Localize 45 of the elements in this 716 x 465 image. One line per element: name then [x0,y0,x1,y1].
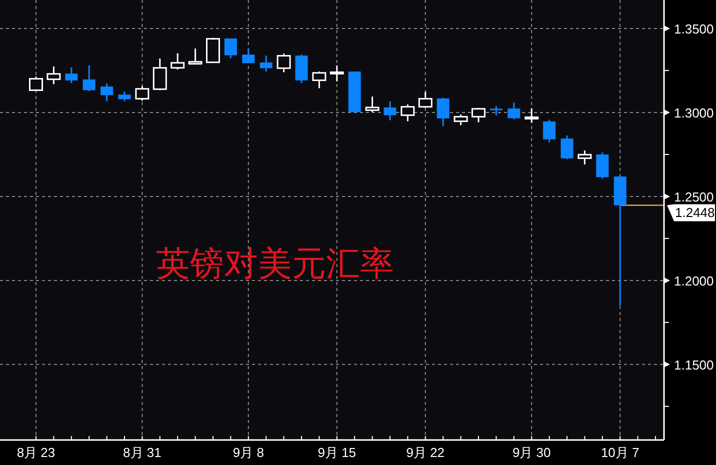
y-tick-label: 1.3000 [674,106,714,121]
candlestick [260,54,272,72]
x-tick-label: 8月 23 [16,445,56,460]
candlestick [170,52,185,70]
x-tick-label: 9月 15 [318,445,356,460]
candlestick [400,104,415,122]
candlestick [578,150,592,166]
candlestick [82,64,96,92]
x-tick-label: 9月 22 [406,445,445,460]
candlestick [312,70,326,89]
candlestick [29,76,43,91]
candlestick [118,90,131,102]
x-tick-label: 10月 7 [600,445,640,460]
candlestick [436,96,450,127]
x-tick-label: 9月 8 [232,445,264,460]
candlestick [472,107,486,124]
candlestick [206,37,220,64]
candlestick [188,48,202,65]
candlestick [596,152,609,180]
candlestick [365,96,380,113]
candlestick [242,48,255,64]
y-tick-label: 1.3500 [674,22,714,37]
y-tick-label: 1.2500 [674,189,714,204]
text: 英镑对美元汇率 [156,244,394,284]
candlestick [454,114,468,126]
candlestick [135,85,150,102]
candlestick [46,66,61,85]
candlestick [65,66,78,84]
candlestick [543,118,556,144]
candlestick [384,100,396,121]
candlestick [100,82,114,102]
candlestick [224,38,237,60]
candlestick [560,134,574,160]
x-tick-label: 8月 31 [123,445,162,460]
x-tick-label: 9月 30 [512,445,551,460]
candlestick [508,102,520,120]
ref-line-label: 1.2448 [675,205,715,220]
candlestick [490,105,502,116]
candlestick [418,91,432,109]
candlestick [276,52,291,73]
candlestick [330,64,344,82]
y-tick-label: 1.2000 [674,273,714,288]
candlestick [152,58,167,91]
y-tick-label: 1.1500 [674,357,714,372]
candlestick [524,108,539,124]
